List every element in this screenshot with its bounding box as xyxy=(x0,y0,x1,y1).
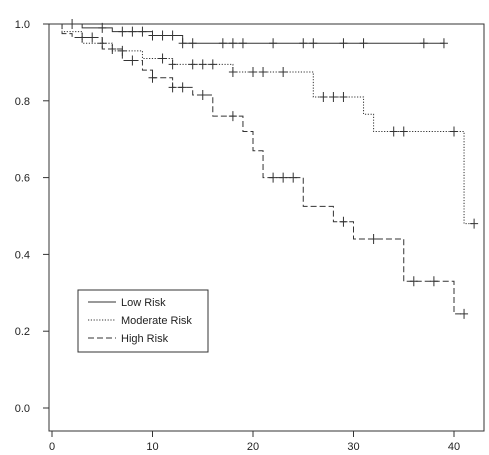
censor-mark xyxy=(228,111,237,122)
censor-mark xyxy=(439,38,448,49)
censor-mark xyxy=(178,82,187,93)
censor-mark xyxy=(158,53,167,64)
legend-box xyxy=(77,289,209,353)
series-layer xyxy=(52,19,479,319)
x-axis: 0 10 20 30 40 xyxy=(49,431,460,453)
y-tick-label: 0.6 xyxy=(15,173,30,185)
censor-mark xyxy=(269,38,278,49)
censor-mark xyxy=(148,72,157,83)
censor-mark xyxy=(128,26,137,37)
censor-mark xyxy=(450,126,458,137)
censor-mark xyxy=(138,26,147,37)
censor-mark xyxy=(259,67,268,77)
series-low-risk xyxy=(52,19,448,49)
censor-mark xyxy=(359,38,368,49)
censor-mark xyxy=(148,30,157,41)
censor-mark xyxy=(279,172,288,183)
y-axis: 0.0 0.2 0.4 0.6 0.8 1.0 xyxy=(15,19,49,415)
censor-mark xyxy=(208,59,217,70)
x-tick-label: 10 xyxy=(146,441,158,453)
censor-mark xyxy=(419,38,428,49)
censor-mark xyxy=(78,32,87,43)
legend: Low Risk Moderate Risk High Risk xyxy=(77,289,209,353)
censor-mark xyxy=(339,216,348,227)
censor-mark xyxy=(279,67,288,77)
censor-mark xyxy=(168,82,177,93)
censor-mark xyxy=(228,38,237,49)
censor-mark xyxy=(470,218,479,229)
censor-mark xyxy=(168,30,177,41)
y-tick-label: 1.0 xyxy=(15,19,30,31)
survival-curve xyxy=(52,23,475,225)
censor-mark xyxy=(399,126,408,137)
censor-mark xyxy=(339,91,348,102)
censor-mark xyxy=(168,59,177,70)
censor-mark xyxy=(218,38,227,49)
censor-mark xyxy=(88,32,97,43)
censor-mark xyxy=(269,172,278,183)
censor-mark xyxy=(409,276,418,287)
survival-curve xyxy=(52,23,444,44)
censor-mark xyxy=(198,90,207,101)
y-tick-label: 0.0 xyxy=(15,403,30,415)
censor-mark xyxy=(329,91,338,102)
legend-label: Moderate Risk xyxy=(121,315,192,327)
censor-mark xyxy=(158,30,167,41)
censor-mark xyxy=(228,67,237,77)
x-tick-label: 0 xyxy=(49,441,55,453)
censor-mark xyxy=(369,234,378,245)
legend-label: Low Risk xyxy=(121,297,166,309)
censor-mark xyxy=(309,38,318,49)
y-tick-label: 0.4 xyxy=(15,249,30,261)
censor-mark xyxy=(68,19,77,29)
censor-mark xyxy=(249,67,257,77)
censor-mark xyxy=(238,38,247,49)
censor-mark xyxy=(188,59,197,70)
censor-mark xyxy=(299,38,308,49)
x-tick-label: 40 xyxy=(448,441,460,453)
censor-mark xyxy=(178,38,187,49)
censor-mark xyxy=(460,308,469,319)
censor-mark xyxy=(319,91,328,102)
censor-mark xyxy=(198,59,207,70)
x-tick-label: 20 xyxy=(247,441,259,453)
legend-label: High Risk xyxy=(121,333,169,345)
censor-mark xyxy=(289,172,298,183)
censor-mark xyxy=(128,55,137,66)
censor-mark xyxy=(108,43,117,54)
survival-curve xyxy=(52,23,465,315)
censor-mark xyxy=(188,38,197,49)
censor-mark xyxy=(98,22,107,33)
censor-mark xyxy=(339,38,348,49)
y-tick-label: 0.8 xyxy=(15,96,30,108)
censor-mark xyxy=(118,26,127,37)
plot-frame xyxy=(48,23,485,432)
y-tick-label: 0.2 xyxy=(15,326,30,338)
censor-mark xyxy=(389,126,398,137)
series-high-risk xyxy=(52,23,469,319)
series-moderate-risk xyxy=(52,23,479,229)
x-tick-label: 30 xyxy=(347,441,359,453)
censor-mark xyxy=(429,276,438,287)
